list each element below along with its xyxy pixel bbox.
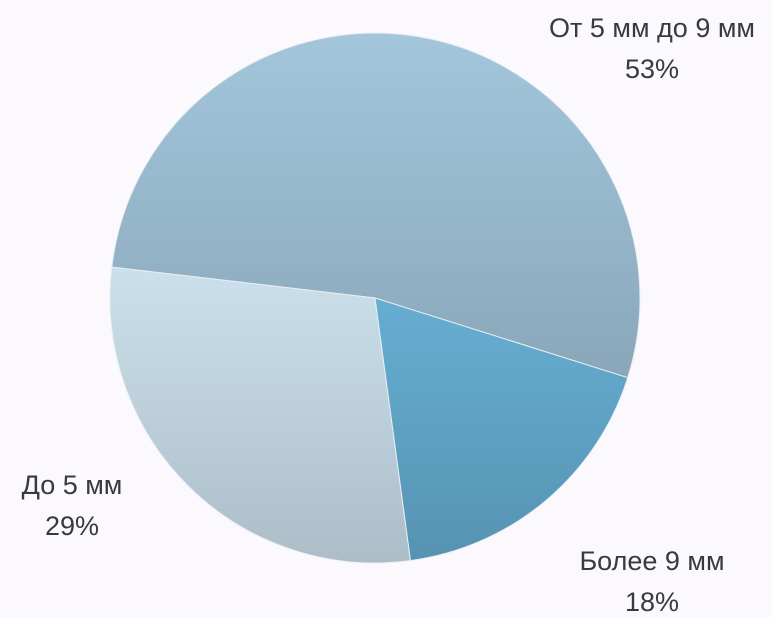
slice-value-label: 18% bbox=[625, 587, 679, 617]
pie-slice bbox=[111, 32, 641, 379]
pie-slice bbox=[374, 297, 629, 562]
slice-label: От 5 мм до 9 мм bbox=[549, 13, 755, 43]
slice-value-label: 53% bbox=[625, 54, 679, 84]
slice-value-label: 29% bbox=[45, 511, 99, 541]
slice-label: Более 9 мм bbox=[579, 546, 724, 576]
slice-label: До 5 мм bbox=[22, 470, 123, 500]
pie-slice bbox=[109, 266, 412, 564]
